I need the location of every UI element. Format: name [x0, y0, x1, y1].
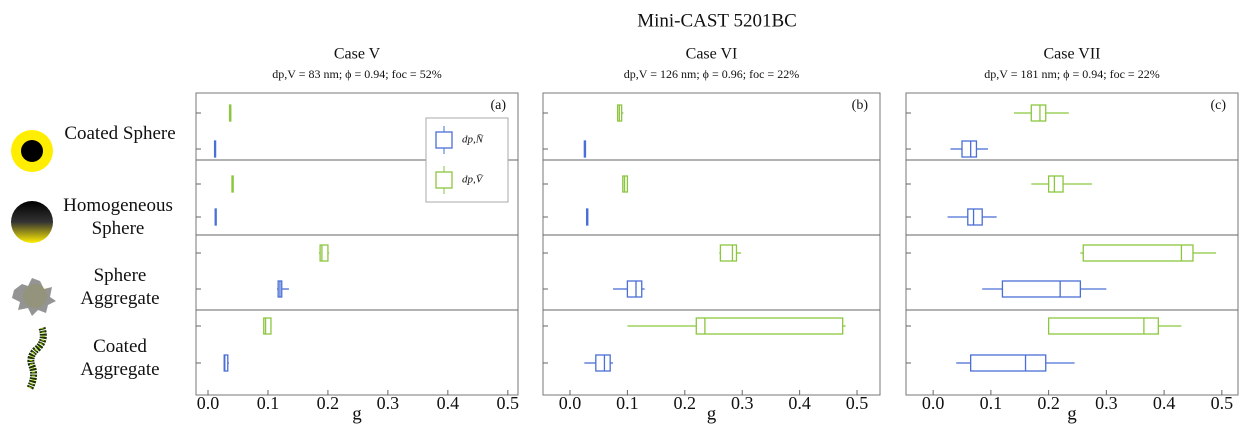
legend-swatch	[435, 171, 453, 189]
box	[1082, 244, 1194, 262]
x-tick-label: 0.2	[674, 393, 697, 413]
panel-subtitle: dp,V = 126 nm; ϕ = 0.96; foc = 22%	[624, 67, 799, 81]
x-tick-label: 0.0	[559, 393, 582, 413]
x-tick-label: 0.1	[257, 393, 280, 413]
icon-coated-aggregate	[26, 326, 47, 390]
panel-title: Case VI	[686, 46, 738, 63]
x-tick-label: 0.3	[1095, 393, 1118, 413]
icon-coating	[28, 327, 45, 389]
box	[1001, 280, 1082, 298]
x-tick-label: 0.3	[377, 393, 400, 413]
panel-frame	[905, 92, 1239, 396]
x-tick-label: 0.5	[846, 393, 869, 413]
x-tick-label: 0.3	[731, 393, 754, 413]
x-tick-label: 0.4	[788, 393, 811, 413]
panel-subtitle: dp,V = 181 nm; ϕ = 0.94; foc = 22%	[984, 67, 1159, 81]
box	[695, 317, 844, 335]
x-tick-label: 0.5	[1211, 393, 1234, 413]
x-axis-label: g	[352, 403, 362, 424]
panel-label: (b)	[852, 98, 869, 113]
panel-label: (a)	[490, 98, 506, 113]
panel-frame	[195, 92, 519, 396]
icon-homogeneous-sphere	[11, 201, 53, 243]
x-axis-label: g	[707, 403, 717, 424]
legend-frame	[425, 117, 509, 203]
row-label: Coated Aggregate	[80, 336, 160, 380]
box	[961, 140, 978, 158]
box	[1030, 104, 1047, 122]
box	[719, 244, 738, 262]
box	[1047, 175, 1064, 193]
box	[595, 354, 611, 372]
panel-frame	[542, 92, 881, 396]
x-tick-label: 0.1	[616, 393, 639, 413]
box	[263, 317, 272, 335]
panel-label: (c)	[1210, 98, 1226, 113]
figure-title: Mini-CAST 5201BC	[637, 10, 797, 31]
x-tick-label: 0.0	[197, 393, 220, 413]
x-tick-label: 0.5	[497, 393, 520, 413]
x-tick-label: 0.1	[980, 393, 1003, 413]
panel-title: Case VII	[1043, 46, 1100, 63]
box	[967, 208, 983, 226]
legend-label: dp,V̄	[462, 174, 484, 186]
box	[319, 244, 329, 262]
box	[626, 280, 643, 298]
box	[970, 354, 1047, 372]
box	[1047, 317, 1159, 335]
x-tick-label: 0.2	[317, 393, 340, 413]
legend-swatch	[435, 131, 453, 149]
x-axis-label: g	[1067, 403, 1077, 424]
icon-sphere-aggregate	[12, 278, 56, 316]
x-tick-label: 0.4	[1153, 393, 1176, 413]
panel-subtitle: dp,V = 83 nm; ϕ = 0.94; foc = 52%	[272, 67, 441, 81]
legend-label: dp,N̄	[462, 134, 484, 146]
x-tick-label: 0.0	[922, 393, 945, 413]
row-label: Coated Sphere	[64, 123, 176, 144]
x-tick-label: 0.4	[437, 393, 460, 413]
panel-title: Case V	[334, 46, 381, 63]
row-label: Homogeneous Sphere	[63, 195, 173, 239]
x-tick-label: 0.2	[1037, 393, 1060, 413]
row-label: Sphere Aggregate	[80, 265, 160, 309]
icon-core	[21, 140, 43, 162]
